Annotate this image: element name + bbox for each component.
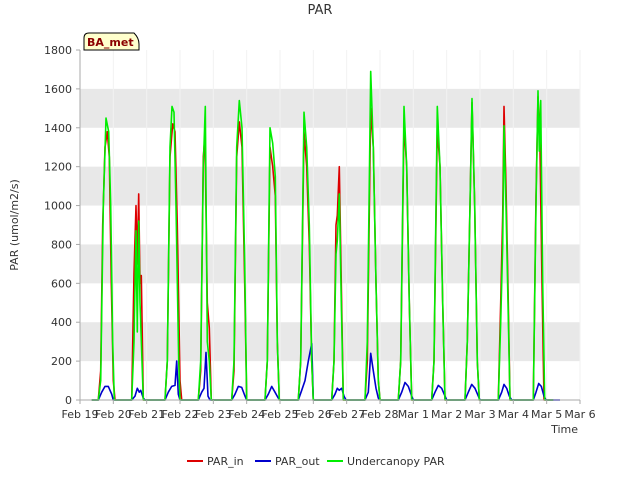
- x-tick-label: Mar 4: [498, 408, 529, 421]
- x-tick-label: Feb 25: [262, 408, 299, 421]
- y-tick-label: 1200: [44, 161, 72, 174]
- x-tick-label: Feb 27: [328, 408, 365, 421]
- x-tick-label: Feb 28: [362, 408, 399, 421]
- x-axis-label: Time: [550, 423, 578, 436]
- y-band: [80, 166, 580, 206]
- chart-title: PAR: [308, 3, 333, 18]
- y-ticks: 0 200 400 600 800 1000 1200 1400 1600 1800: [44, 44, 80, 407]
- y-tick-label: 600: [51, 277, 72, 290]
- x-tick-label: Feb 20: [95, 408, 132, 421]
- x-tick-label: Mar 2: [431, 408, 462, 421]
- y-tick-label: 1600: [44, 83, 72, 96]
- y-tick-label: 1800: [44, 44, 72, 57]
- y-axis-label: PAR (umol/m2/s): [8, 179, 21, 271]
- legend-par-in-label: PAR_in: [207, 455, 244, 468]
- y-band: [80, 244, 580, 284]
- x-tick-label: Mar 1: [398, 408, 429, 421]
- x-tick-label: Mar 5: [531, 408, 562, 421]
- y-tick-label: 1400: [44, 122, 72, 135]
- y-tick-label: 400: [51, 316, 72, 329]
- x-tick-label: Feb 21: [128, 408, 165, 421]
- x-tick-label: Mar 3: [464, 408, 495, 421]
- y-tick-label: 800: [51, 238, 72, 251]
- plot-background: [80, 50, 580, 400]
- badge-text: BA_met: [87, 36, 134, 49]
- x-tick-label: Feb 26: [295, 408, 332, 421]
- x-tick-label: Mar 6: [564, 408, 595, 421]
- x-tick-label: Feb 23: [195, 408, 232, 421]
- y-band: [80, 88, 580, 128]
- y-tick-label: 200: [51, 355, 72, 368]
- y-tick-label: 1000: [44, 200, 72, 213]
- legend-undercanopy-par-label: Undercanopy PAR: [347, 455, 445, 468]
- y-band: [80, 322, 580, 362]
- legend-par-out-label: PAR_out: [275, 455, 320, 468]
- badge-shape: [83, 32, 140, 51]
- y-tick-label: 0: [65, 394, 72, 407]
- site-badge: BA_met: [83, 32, 140, 51]
- x-tick-label: Feb 19: [62, 408, 99, 421]
- grid-lines: [79, 50, 581, 400]
- x-tick-label: Feb 24: [228, 408, 265, 421]
- legend: PAR_in PAR_out Undercanopy PAR: [187, 455, 445, 468]
- x-tick-label: Feb 22: [162, 408, 199, 421]
